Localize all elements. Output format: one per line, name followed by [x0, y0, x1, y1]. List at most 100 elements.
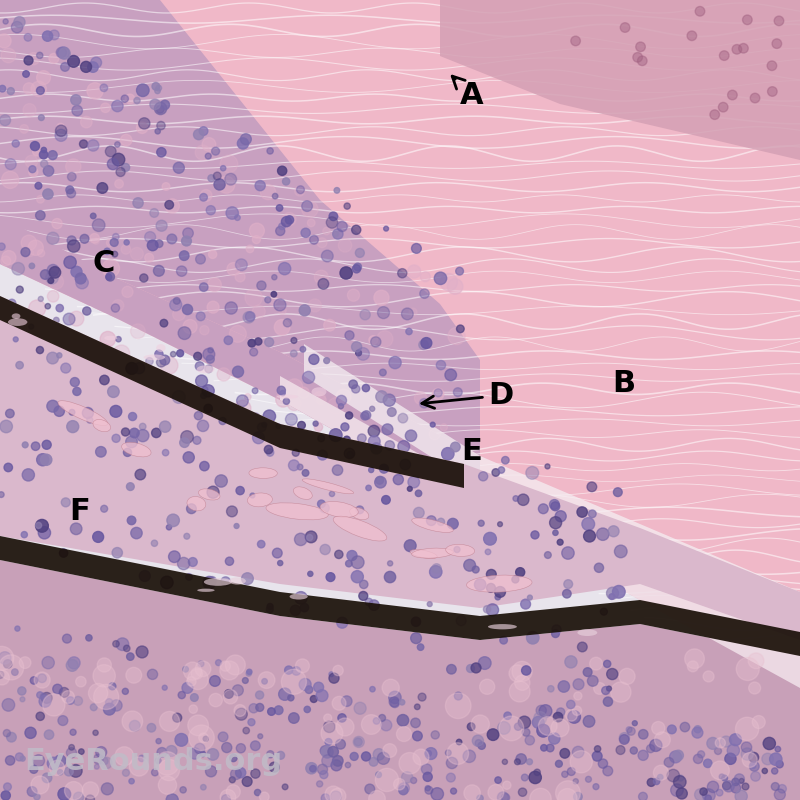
Circle shape: [21, 531, 27, 538]
Circle shape: [42, 694, 65, 716]
Circle shape: [698, 750, 705, 758]
Circle shape: [223, 690, 238, 704]
Circle shape: [200, 194, 207, 201]
Circle shape: [221, 166, 226, 171]
Circle shape: [314, 423, 322, 431]
Circle shape: [62, 690, 74, 703]
Circle shape: [331, 760, 342, 771]
Circle shape: [133, 198, 143, 208]
Circle shape: [38, 250, 45, 257]
Text: EyeRounds.org: EyeRounds.org: [24, 747, 282, 776]
Circle shape: [566, 700, 575, 709]
Circle shape: [189, 705, 198, 714]
Circle shape: [420, 289, 430, 298]
Circle shape: [320, 544, 330, 554]
Circle shape: [224, 336, 233, 345]
Circle shape: [201, 393, 206, 398]
Circle shape: [158, 759, 179, 781]
Circle shape: [116, 638, 129, 650]
Polygon shape: [440, 0, 800, 160]
Circle shape: [370, 686, 375, 692]
Circle shape: [235, 767, 246, 778]
Ellipse shape: [198, 489, 220, 500]
Circle shape: [3, 783, 11, 790]
Circle shape: [194, 352, 202, 360]
Circle shape: [409, 308, 417, 316]
Circle shape: [42, 657, 54, 669]
Circle shape: [122, 163, 130, 171]
Circle shape: [255, 691, 264, 699]
Circle shape: [179, 404, 190, 414]
Circle shape: [174, 162, 184, 174]
Circle shape: [280, 390, 286, 396]
Circle shape: [252, 305, 266, 318]
Circle shape: [432, 564, 442, 573]
Circle shape: [25, 342, 31, 348]
Circle shape: [98, 410, 103, 416]
Circle shape: [31, 82, 46, 97]
Circle shape: [37, 70, 50, 85]
Circle shape: [762, 768, 767, 774]
Ellipse shape: [204, 578, 232, 586]
Circle shape: [1, 256, 10, 266]
Circle shape: [0, 420, 13, 433]
Circle shape: [274, 319, 290, 335]
Circle shape: [81, 116, 92, 128]
Circle shape: [715, 738, 726, 748]
Circle shape: [122, 711, 142, 731]
Circle shape: [38, 114, 44, 121]
Circle shape: [526, 759, 533, 765]
Circle shape: [42, 31, 53, 42]
Circle shape: [126, 482, 134, 490]
Circle shape: [426, 750, 431, 757]
Circle shape: [14, 397, 22, 406]
Circle shape: [330, 791, 342, 800]
Circle shape: [322, 746, 333, 758]
Circle shape: [406, 328, 412, 334]
Circle shape: [101, 103, 110, 113]
Circle shape: [188, 715, 209, 736]
Circle shape: [376, 390, 387, 402]
Ellipse shape: [122, 442, 151, 457]
Circle shape: [413, 749, 429, 765]
Circle shape: [732, 45, 742, 54]
Circle shape: [320, 503, 330, 513]
Circle shape: [260, 184, 276, 200]
Circle shape: [155, 129, 160, 134]
Circle shape: [292, 666, 301, 675]
Circle shape: [85, 402, 101, 418]
Circle shape: [333, 229, 343, 239]
Circle shape: [330, 788, 346, 800]
Circle shape: [129, 778, 134, 784]
Circle shape: [330, 429, 342, 442]
Circle shape: [336, 718, 354, 736]
Circle shape: [687, 661, 698, 672]
Circle shape: [256, 703, 264, 711]
Circle shape: [333, 666, 343, 676]
Circle shape: [101, 356, 110, 366]
Circle shape: [184, 423, 194, 434]
Circle shape: [194, 411, 202, 420]
Circle shape: [382, 424, 393, 434]
Circle shape: [377, 330, 393, 347]
Circle shape: [243, 312, 254, 323]
Circle shape: [502, 759, 507, 765]
Circle shape: [183, 452, 194, 463]
Circle shape: [345, 762, 350, 768]
Circle shape: [220, 661, 230, 671]
Circle shape: [234, 705, 246, 717]
Circle shape: [446, 758, 458, 769]
Circle shape: [6, 410, 14, 418]
Circle shape: [531, 531, 539, 539]
Circle shape: [159, 711, 179, 731]
Ellipse shape: [302, 479, 354, 494]
Circle shape: [598, 759, 608, 768]
Circle shape: [126, 362, 138, 374]
Ellipse shape: [93, 419, 110, 432]
Circle shape: [3, 19, 8, 24]
Circle shape: [59, 687, 69, 698]
Circle shape: [20, 125, 29, 134]
Circle shape: [0, 34, 11, 48]
Circle shape: [181, 430, 194, 443]
Circle shape: [255, 181, 266, 190]
